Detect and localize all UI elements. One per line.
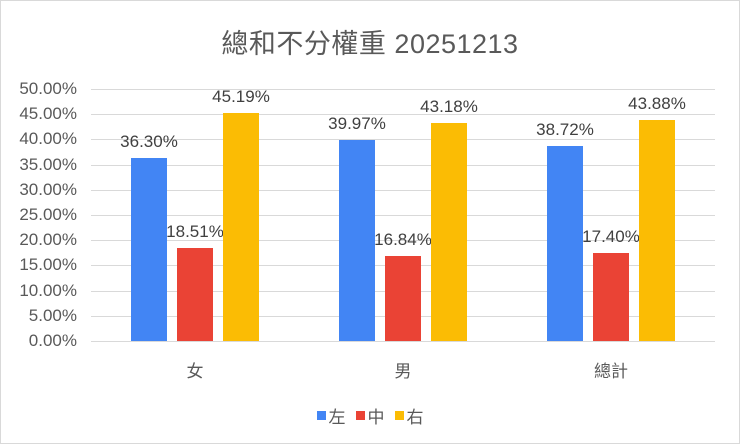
bar-中-男[interactable] <box>385 256 421 341</box>
gridline <box>91 89 715 90</box>
y-tick-label: 50.00% <box>19 79 77 98</box>
gridline <box>91 139 715 141</box>
plot-area: 36.30% 18.51% 45.19% 39.97% 16.84% 43.18% 38.7… <box>91 87 715 342</box>
gridline <box>91 215 715 216</box>
y-tick-label: 35.00% <box>19 154 77 174</box>
legend-item-中[interactable]: 中 <box>355 403 385 428</box>
y-tick-label: 30.00% <box>19 179 77 199</box>
y-tick-label: 5.00% <box>28 305 77 325</box>
y-tick-label: 15.00% <box>19 255 77 275</box>
y-tick-label: 10.00% <box>19 280 77 300</box>
bar-左-男[interactable] <box>339 139 375 341</box>
data-label: 38.72% <box>536 119 594 139</box>
legend-label: 中 <box>367 408 385 427</box>
data-label: 39.97% <box>328 113 386 133</box>
x-category-label: 總計 <box>594 362 628 381</box>
data-label: 17.40% <box>582 227 640 247</box>
y-tick-label: 0.00% <box>28 331 77 350</box>
data-label: 43.18% <box>420 97 478 117</box>
legend: 左中右 <box>0 403 740 428</box>
gridline <box>91 114 715 116</box>
y-tick-label: 40.00% <box>19 129 77 149</box>
legend-item-左[interactable]: 左 <box>316 403 346 428</box>
data-label: 18.51% <box>166 221 224 241</box>
y-tick-label: 20.00% <box>19 230 77 250</box>
y-tick-label: 45.00% <box>19 104 77 124</box>
gridline <box>91 341 715 342</box>
legend-swatch-icon <box>394 411 404 420</box>
gridline <box>91 164 715 166</box>
legend-label: 左 <box>328 408 346 427</box>
legend-item-右[interactable]: 右 <box>394 403 424 428</box>
bar-中-總計[interactable] <box>593 253 629 341</box>
bar-右-總計[interactable] <box>639 119 675 341</box>
data-label: 43.88% <box>628 93 686 113</box>
bar-中-女[interactable] <box>177 247 213 341</box>
data-label: 36.30% <box>120 132 178 152</box>
gridline <box>91 189 715 191</box>
bar-右-男[interactable] <box>431 123 467 341</box>
data-label: 45.19% <box>212 87 270 107</box>
chart-title: 總和不分權重 20251213 <box>221 29 519 59</box>
legend-label: 右 <box>406 408 424 427</box>
legend-swatch-icon <box>316 411 326 420</box>
bar-右-女[interactable] <box>223 113 259 341</box>
gridline <box>91 240 715 242</box>
bar-左-總計[interactable] <box>547 145 583 341</box>
legend-swatch-icon <box>355 411 365 420</box>
x-category-label: 女 <box>186 362 204 381</box>
bar-左-女[interactable] <box>131 158 167 341</box>
y-tick-label: 25.00% <box>19 205 77 224</box>
data-label: 16.84% <box>374 230 432 250</box>
x-category-label: 男 <box>394 362 412 381</box>
